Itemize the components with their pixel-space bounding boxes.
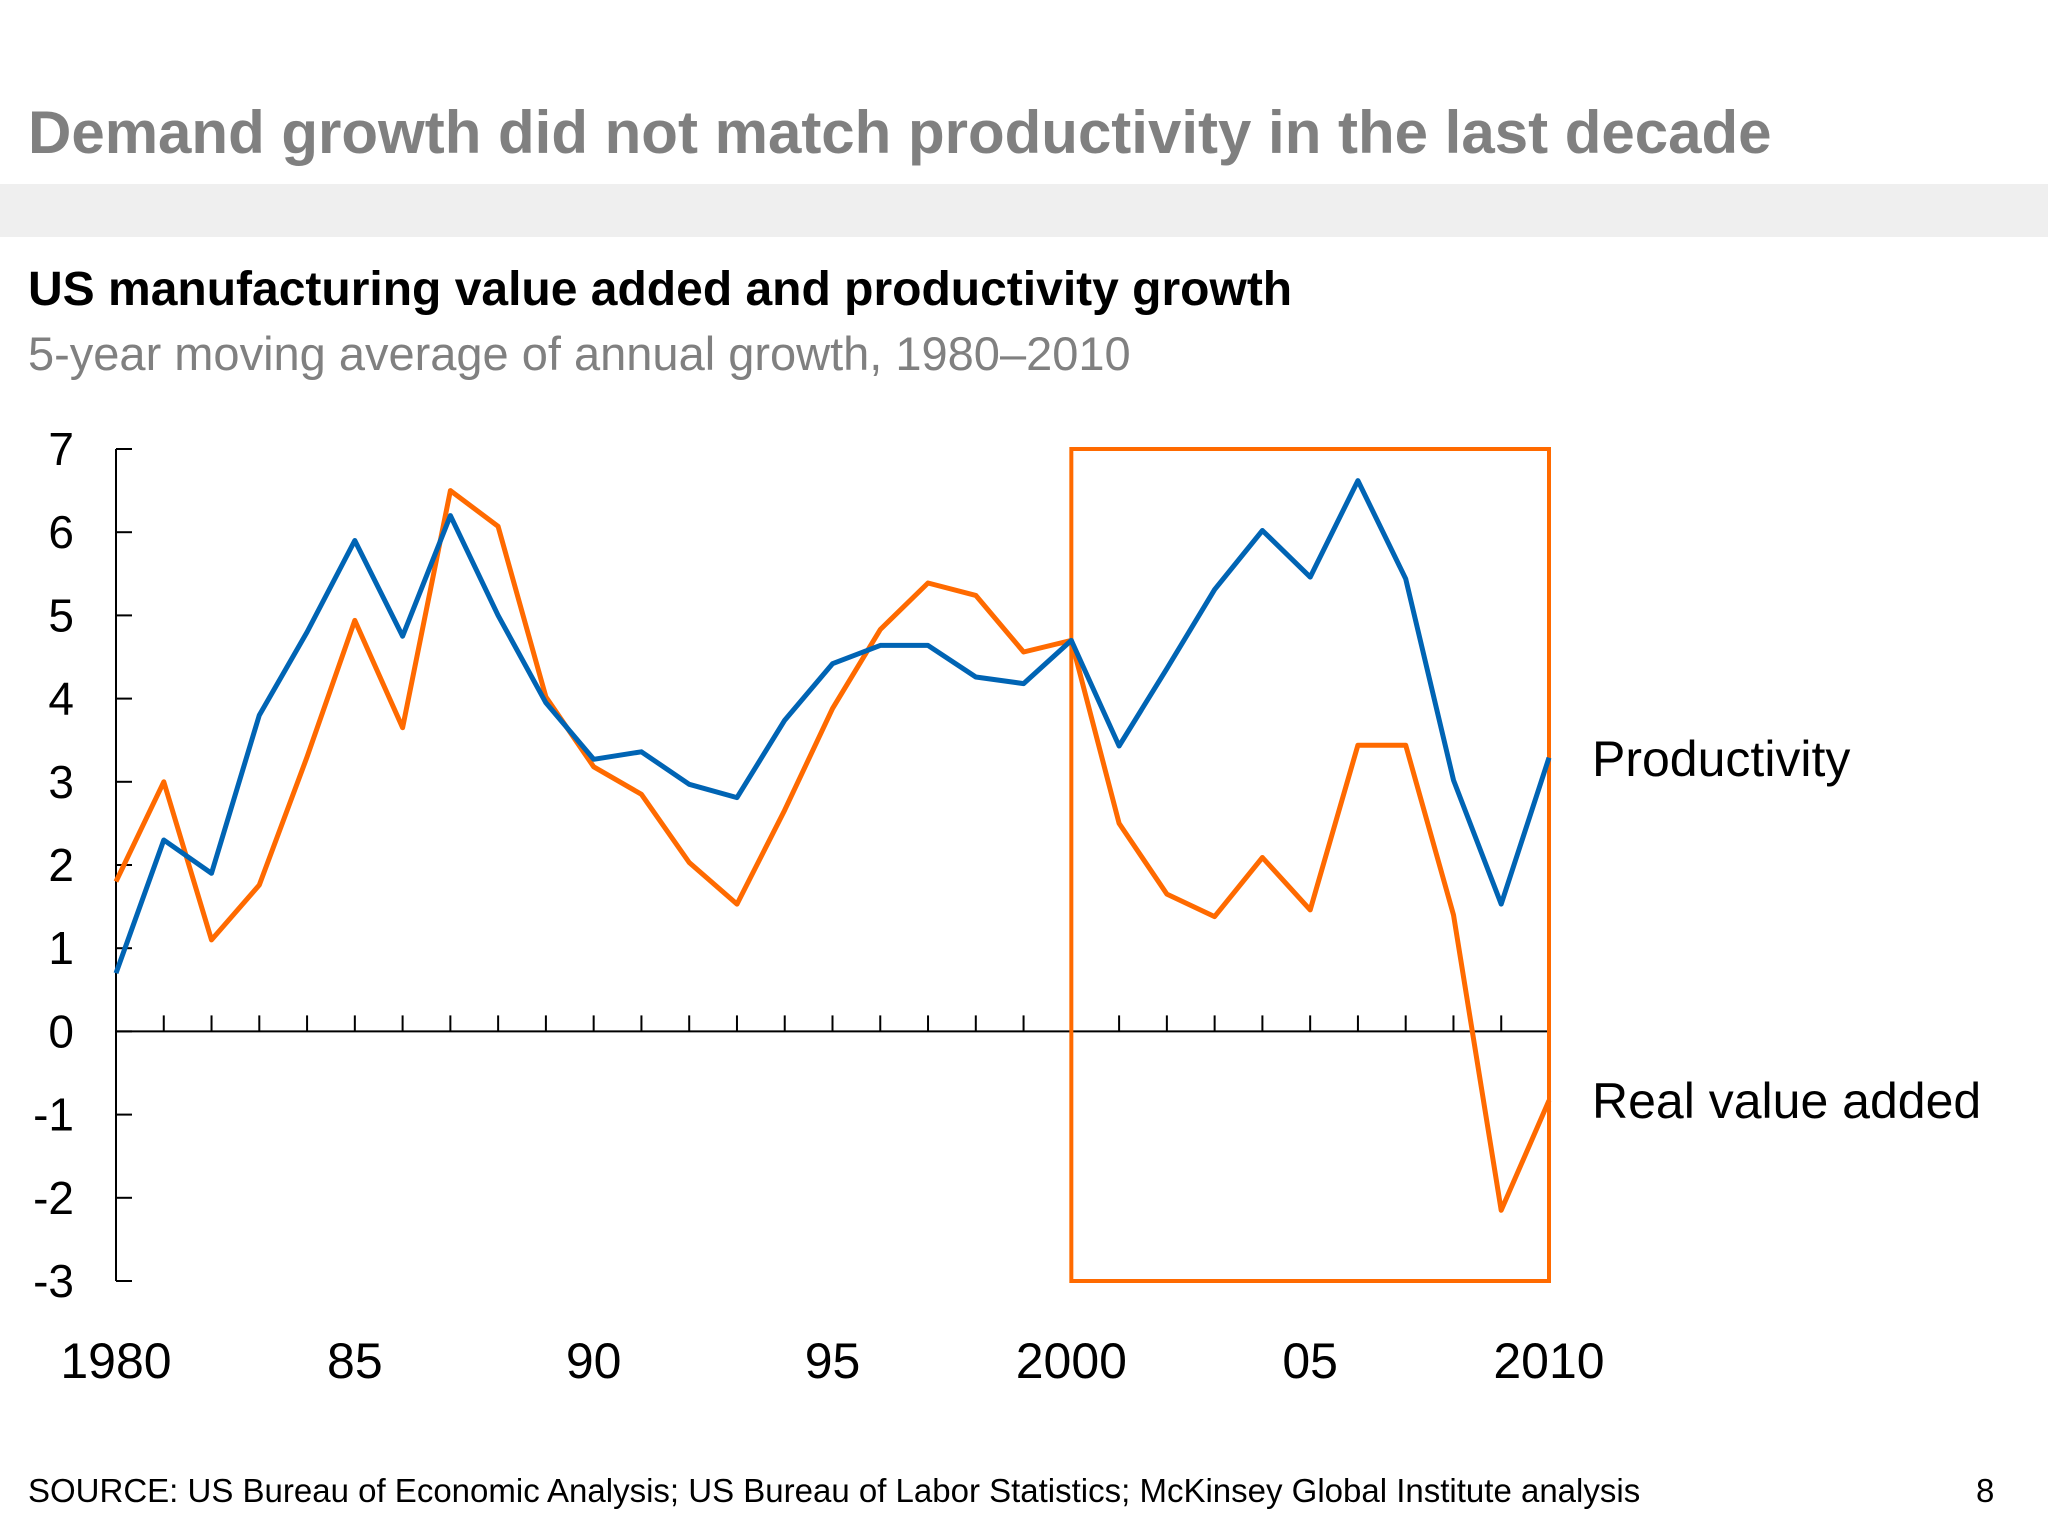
source-note: SOURCE: US Bureau of Economic Analysis; … bbox=[28, 1472, 1641, 1509]
x-tick-label: 2010 bbox=[1493, 1333, 1604, 1389]
y-tick-label: 2 bbox=[48, 839, 74, 891]
series-line-real-value-added bbox=[113, 488, 1552, 1213]
series-line-productivity bbox=[113, 478, 1552, 975]
y-tick-label: -3 bbox=[33, 1255, 74, 1307]
y-tick-label: 0 bbox=[48, 1005, 74, 1057]
title-divider-band bbox=[0, 184, 2048, 237]
y-tick-label: 4 bbox=[48, 673, 74, 725]
x-tick-label: 05 bbox=[1282, 1333, 1338, 1389]
y-tick-label: 3 bbox=[48, 756, 74, 808]
series-label: Productivity bbox=[1592, 731, 1850, 787]
chart-title: US manufacturing value added and product… bbox=[28, 263, 1293, 316]
y-tick-label: 5 bbox=[48, 589, 74, 641]
x-tick-label: 1980 bbox=[60, 1333, 171, 1389]
y-tick-label: 6 bbox=[48, 506, 74, 558]
highlight-box bbox=[1069, 447, 1552, 1283]
y-tick-label: 1 bbox=[48, 922, 74, 974]
y-tick-label: 7 bbox=[48, 423, 74, 475]
page-number: 8 bbox=[1976, 1472, 1995, 1509]
y-tick-label: -2 bbox=[33, 1172, 74, 1224]
x-tick-label: 85 bbox=[327, 1333, 383, 1389]
x-tick-label: 90 bbox=[566, 1333, 622, 1389]
series-label: Real value added bbox=[1592, 1073, 1981, 1129]
page-title: Demand growth did not match productivity… bbox=[28, 99, 1772, 166]
x-tick-label: 95 bbox=[805, 1333, 861, 1389]
x-tick-label: 2000 bbox=[1016, 1333, 1127, 1389]
chart-subtitle: 5-year moving average of annual growth, … bbox=[28, 327, 1131, 380]
y-tick-label: -1 bbox=[33, 1089, 74, 1141]
